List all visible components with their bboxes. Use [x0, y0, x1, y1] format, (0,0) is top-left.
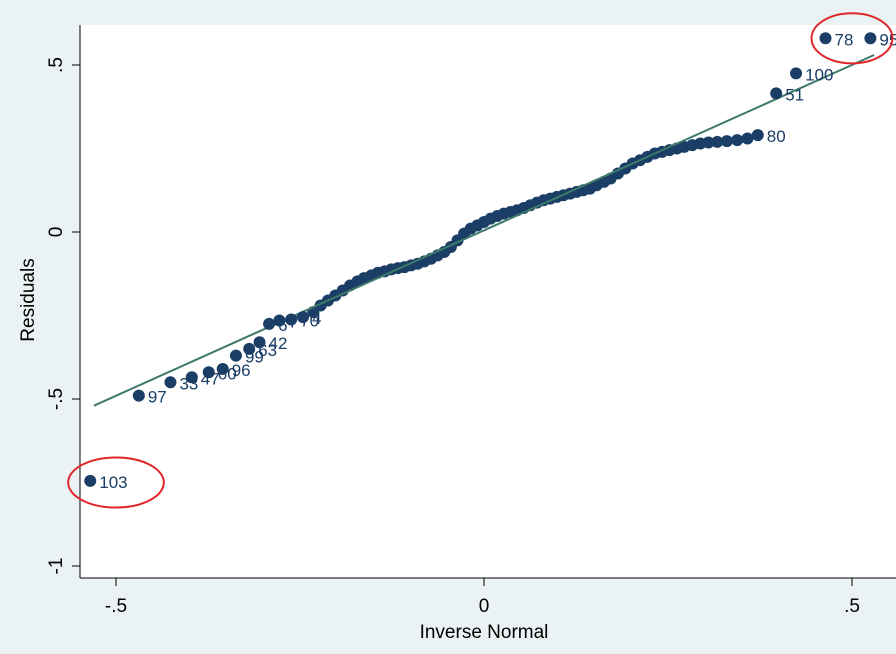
point-label: 51	[785, 85, 804, 104]
data-point	[216, 362, 229, 375]
point-label: 42	[269, 334, 288, 353]
data-point	[819, 32, 832, 45]
data-point	[741, 132, 754, 145]
data-point	[273, 314, 286, 327]
point-label: 80	[767, 127, 786, 146]
y-tick-label: -1	[46, 558, 67, 575]
point-label: 96	[232, 361, 251, 380]
y-tick-label: -.5	[46, 388, 67, 410]
fit-line	[93, 54, 875, 407]
data-point	[164, 376, 177, 389]
highlight-ellipse	[810, 12, 894, 65]
x-tick-label: .5	[844, 596, 860, 617]
data-point	[285, 313, 298, 326]
point-label: 95	[879, 30, 896, 49]
data-point	[229, 349, 242, 362]
data-point	[296, 311, 309, 324]
data-point	[253, 336, 266, 349]
data-point	[731, 134, 744, 147]
data-point	[711, 135, 724, 148]
point-label: 78	[835, 30, 854, 49]
point-label: 100	[805, 65, 833, 84]
data-point	[864, 32, 877, 45]
x-tick-label: 0	[479, 596, 490, 617]
y-tick-label: 0	[46, 227, 67, 238]
x-tick-label: -.5	[105, 596, 127, 617]
data-point	[243, 342, 256, 355]
data-point	[702, 136, 715, 149]
x-axis-title: Inverse Normal	[420, 622, 549, 643]
data-point	[263, 317, 276, 330]
point-label: 103	[99, 473, 127, 492]
data-point	[185, 371, 198, 384]
data-point	[751, 129, 764, 142]
data-point	[790, 67, 803, 80]
highlight-ellipse	[67, 456, 165, 509]
data-point	[84, 474, 97, 487]
plot-area	[80, 25, 896, 578]
data-point	[720, 135, 733, 148]
data-point	[770, 87, 783, 100]
point-label: 97	[148, 388, 167, 407]
point-label: 4	[312, 309, 321, 328]
y-axis-title: Residuals	[18, 258, 39, 341]
data-point	[132, 389, 145, 402]
data-point	[202, 366, 215, 379]
y-tick-label: .5	[46, 57, 67, 73]
